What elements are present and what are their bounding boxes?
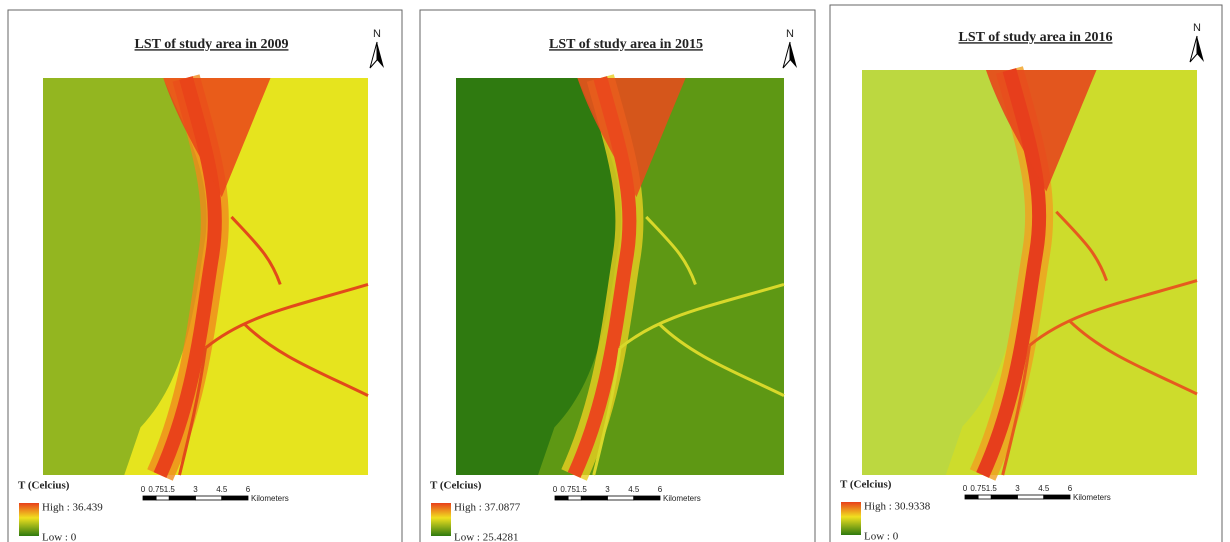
map-image bbox=[43, 78, 368, 475]
legend-low: Low : 25.4281 bbox=[454, 532, 518, 542]
figure: LST of study area in 2009 N T (Celcius) Hig… bbox=[0, 0, 1230, 542]
scale-tick-label: 0 bbox=[553, 485, 558, 494]
scale-segment bbox=[156, 496, 169, 500]
scale-tick-label: 4.5 bbox=[1038, 484, 1050, 493]
legend-ramp bbox=[19, 503, 39, 536]
legend-title: T (Celcius) bbox=[430, 480, 482, 492]
scale-segment bbox=[143, 496, 156, 500]
scale-tick-label: 3 bbox=[193, 485, 198, 494]
legend-high: High : 30.9338 bbox=[864, 501, 931, 513]
map-panel: LST of study area in 2015 N T (Celcius) Hig… bbox=[420, 10, 815, 542]
scale-segment bbox=[196, 496, 222, 500]
scale-tick-label: 6 bbox=[246, 485, 251, 494]
north-label: N bbox=[1193, 22, 1201, 34]
legend-low: Low : 0 bbox=[42, 532, 77, 542]
scale-segment bbox=[555, 496, 568, 500]
scale-tick-label: 0.75 bbox=[560, 485, 576, 494]
page: {"panels": [ {"title": "LST of study are… bbox=[0, 0, 1230, 542]
north-label: N bbox=[373, 28, 381, 40]
legend-title: T (Celcius) bbox=[840, 479, 892, 491]
scale-unit: Kilometers bbox=[663, 494, 701, 503]
legend-high: High : 37.0877 bbox=[454, 502, 521, 514]
scale-tick-label: 1.5 bbox=[164, 485, 176, 494]
scale-tick-label: 0 bbox=[141, 485, 146, 494]
scale-tick-label: 4.5 bbox=[628, 485, 640, 494]
scale-tick-label: 1.5 bbox=[576, 485, 588, 494]
north-label: N bbox=[786, 28, 794, 40]
scale-segment bbox=[965, 495, 978, 499]
legend-title: T (Celcius) bbox=[18, 480, 70, 492]
legend-high: High : 36.439 bbox=[42, 502, 103, 514]
scale-segment bbox=[608, 496, 634, 500]
legend-low: Low : 0 bbox=[864, 531, 899, 542]
map-image bbox=[862, 70, 1197, 475]
legend-ramp bbox=[841, 502, 861, 535]
map-title: LST of study area in 2009 bbox=[135, 37, 289, 52]
scale-unit: Kilometers bbox=[1073, 493, 1111, 502]
scale-segment bbox=[991, 495, 1017, 499]
scale-segment bbox=[222, 496, 248, 500]
scale-tick-label: 0.75 bbox=[970, 484, 986, 493]
scale-segment bbox=[634, 496, 660, 500]
map-title: LST of study area in 2015 bbox=[549, 37, 703, 52]
scale-tick-label: 3 bbox=[1015, 484, 1020, 493]
scale-segment bbox=[1044, 495, 1070, 499]
scale-segment bbox=[1018, 495, 1044, 499]
scale-tick-label: 1.5 bbox=[986, 484, 998, 493]
scale-unit: Kilometers bbox=[251, 494, 289, 503]
map-image bbox=[456, 78, 784, 475]
scale-segment bbox=[169, 496, 195, 500]
scale-tick-label: 6 bbox=[658, 485, 663, 494]
scale-tick-label: 4.5 bbox=[216, 485, 228, 494]
scale-tick-label: 0.75 bbox=[148, 485, 164, 494]
scale-segment bbox=[978, 495, 991, 499]
scale-tick-label: 0 bbox=[963, 484, 968, 493]
map-panel: LST of study area in 2016 N T (Celcius) Hig… bbox=[830, 5, 1222, 542]
scale-segment bbox=[568, 496, 581, 500]
legend-ramp bbox=[431, 503, 451, 536]
scale-tick-label: 6 bbox=[1068, 484, 1073, 493]
map-title: LST of study area in 2016 bbox=[959, 30, 1113, 45]
scale-tick-label: 3 bbox=[605, 485, 610, 494]
scale-segment bbox=[581, 496, 607, 500]
map-panel: LST of study area in 2009 N T (Celcius) Hig… bbox=[8, 10, 402, 542]
